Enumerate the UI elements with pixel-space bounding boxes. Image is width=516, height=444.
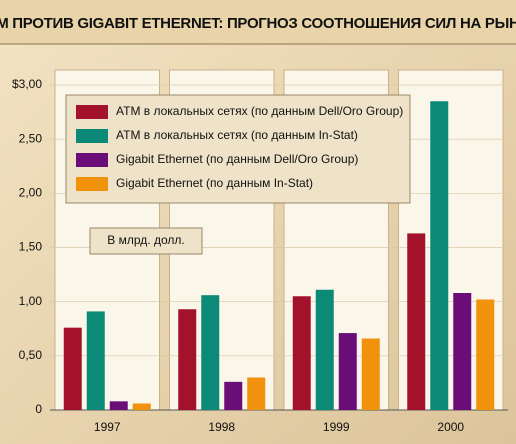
bar — [178, 309, 197, 410]
bar — [453, 293, 472, 410]
bar — [315, 289, 334, 410]
y-tick-label: 0,50 — [19, 348, 43, 362]
annotation: В млрд. долл. — [107, 233, 184, 247]
legend-swatch — [76, 177, 108, 191]
y-tick-label: 2,00 — [19, 186, 43, 200]
y-tick-label: 0 — [35, 402, 42, 416]
legend-swatch — [76, 105, 108, 119]
bar — [86, 311, 105, 410]
bar — [63, 327, 82, 410]
legend-label: ATM в локальных сетях (по данным Dell/Or… — [116, 104, 403, 118]
bar — [338, 333, 357, 410]
title-band — [0, 0, 516, 44]
bar — [247, 377, 266, 410]
bar — [476, 299, 495, 410]
x-tick-label: 1998 — [208, 420, 235, 434]
y-tick-label: 1,00 — [19, 294, 43, 308]
legend-label: ATM в локальных сетях (по данным In-Stat… — [116, 128, 358, 142]
bar — [430, 101, 449, 410]
x-tick-label: 1997 — [94, 420, 121, 434]
legend-label: Gigabit Ethernet (по данным In-Stat) — [116, 176, 313, 190]
x-tick-label: 2000 — [437, 420, 464, 434]
legend-label: Gigabit Ethernet (по данным Dell/Oro Gro… — [116, 152, 358, 166]
bar — [224, 381, 243, 410]
bar — [292, 296, 311, 410]
annotation-box — [89, 227, 203, 255]
legend-swatch — [76, 153, 108, 167]
bar — [201, 295, 220, 410]
legend-swatch — [76, 129, 108, 143]
bar — [361, 338, 380, 410]
chart-title: ATM ПРОТИВ GIGABIT ETHERNET: ПРОГНОЗ СОО… — [0, 15, 516, 32]
y-tick-label: 2,50 — [19, 131, 43, 145]
y-tick-label: $3,00 — [12, 77, 42, 91]
bar — [109, 401, 128, 410]
bar — [407, 233, 426, 410]
y-tick-label: 1,50 — [19, 240, 43, 254]
legend-box — [65, 94, 411, 204]
bar — [132, 403, 151, 410]
x-tick-label: 1999 — [323, 420, 350, 434]
